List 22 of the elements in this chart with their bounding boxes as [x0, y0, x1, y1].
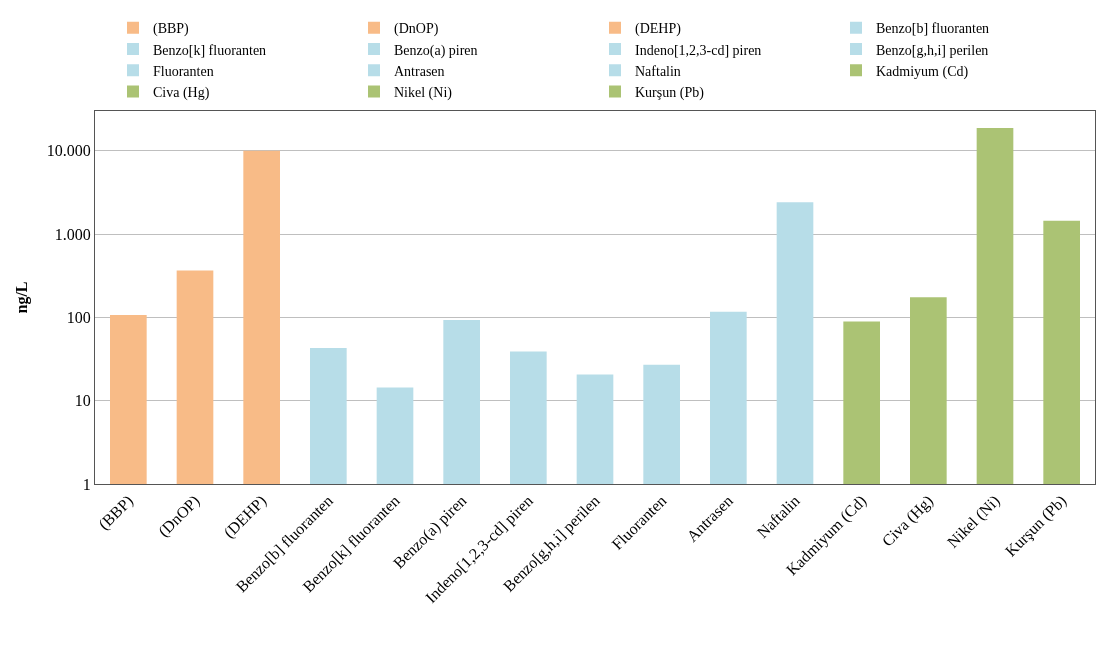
legend-label: (DnOP): [394, 21, 439, 38]
y-axis-title: ng/L: [12, 281, 31, 314]
legend-label: Nikel (Ni): [394, 84, 453, 101]
legend-label: Civa (Hg): [153, 84, 210, 101]
legend-label: Benzo[b] fluoranten: [876, 21, 990, 37]
legend-label: Indeno[1,2,3-cd] piren: [635, 42, 762, 58]
y-tick-label: 100: [66, 308, 91, 326]
legend-label: Naftalin: [635, 63, 681, 79]
y-tick-label: 10: [74, 392, 91, 410]
legend-label: Benzo(a) piren: [394, 42, 478, 59]
x-tick-label: Civa (Hg): [878, 491, 937, 551]
legend-label: (BBP): [153, 21, 190, 38]
y-tick-label: 1: [82, 475, 91, 493]
legend-label: Kurşun (Pb): [635, 84, 705, 101]
legend-label: Antrasen: [394, 63, 445, 79]
legend-label: (DEHP): [635, 21, 682, 38]
y-tick-label: 10.000: [46, 142, 91, 160]
legend-label: Benzo[g,h,i] perilen: [876, 42, 989, 58]
legend-label: Fluoranten: [153, 63, 214, 79]
legend-label: Kadmiyum (Cd): [876, 63, 969, 80]
legend-label: Benzo[k] fluoranten: [153, 42, 267, 58]
y-tick-label: 1.000: [54, 225, 91, 243]
